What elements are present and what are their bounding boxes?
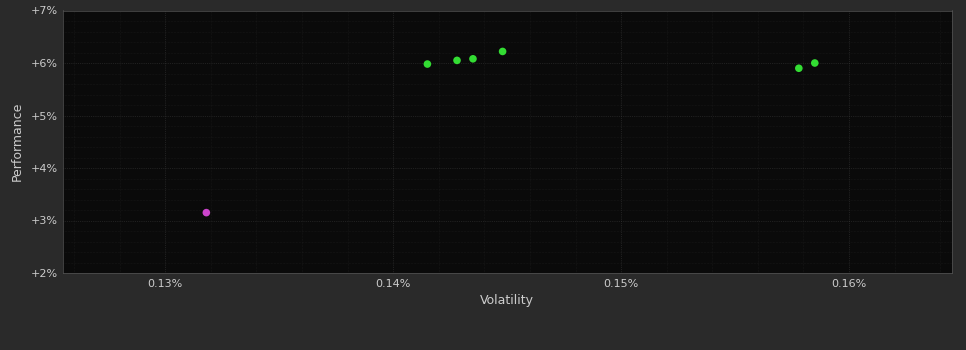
Point [791, 65, 807, 71]
Point [495, 49, 510, 54]
Point [466, 56, 481, 62]
Y-axis label: Performance: Performance [11, 102, 24, 181]
Point [807, 60, 822, 66]
Point [199, 210, 214, 215]
Point [419, 61, 435, 67]
Point [449, 57, 465, 63]
X-axis label: Volatility: Volatility [480, 294, 534, 307]
